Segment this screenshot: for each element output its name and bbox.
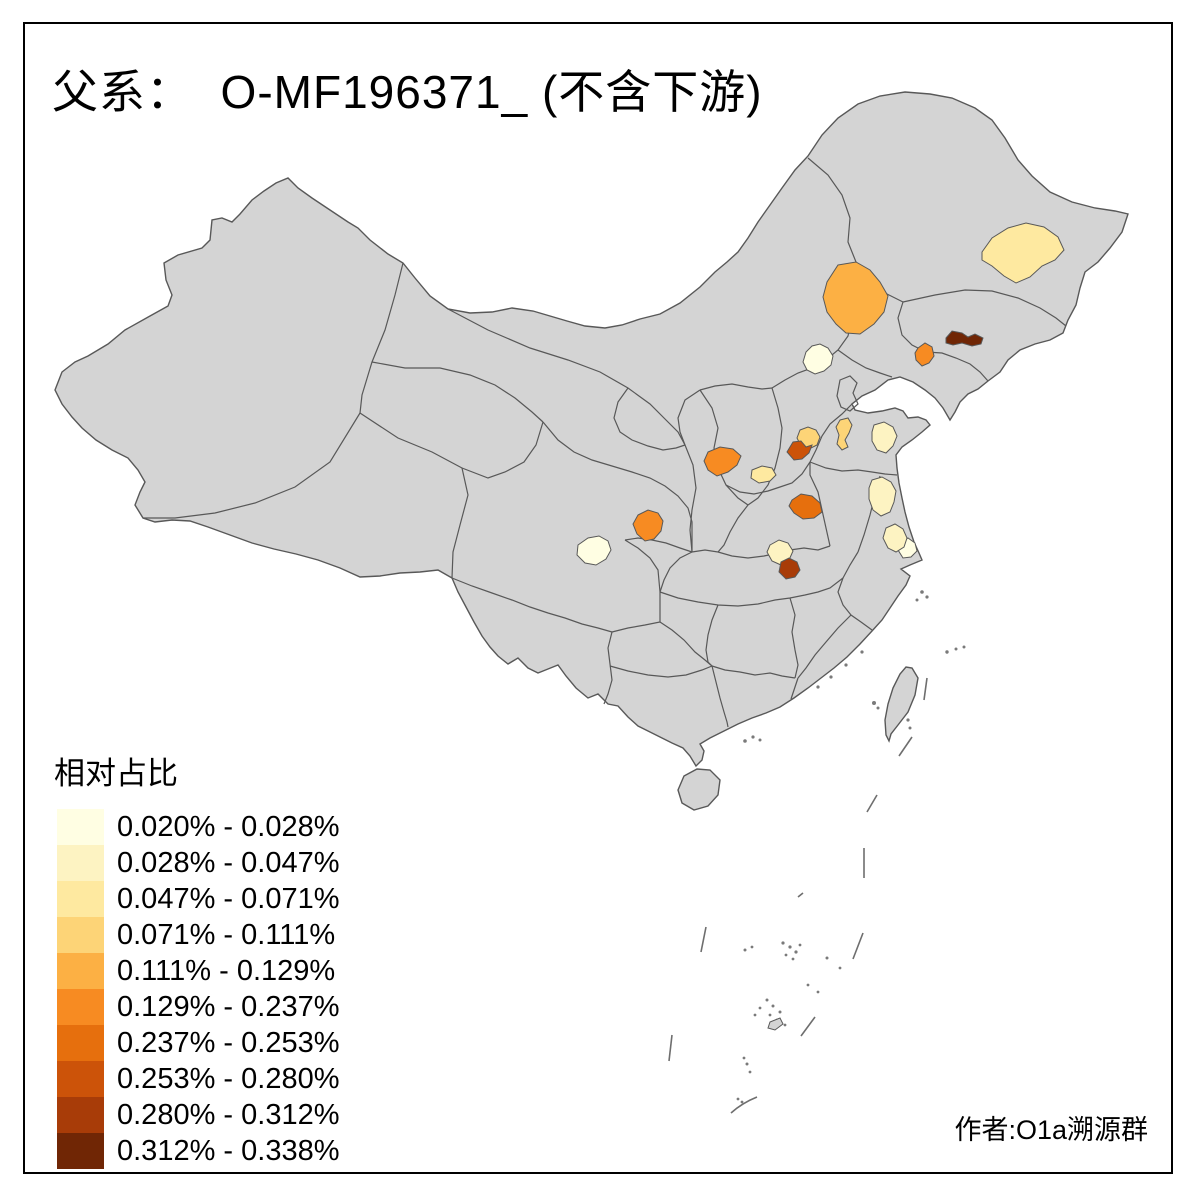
legend-swatch [57, 845, 104, 881]
land-shapes [54, 91, 1129, 811]
mainland-outline [54, 91, 1129, 768]
choropleth-region-11 [835, 417, 853, 451]
legend-row: 0.020% - 0.028% [57, 809, 339, 845]
nine-dash-segment [730, 1096, 758, 1114]
islet-dots [736, 590, 966, 1104]
legend-swatch [57, 917, 104, 953]
choropleth-region-8 [981, 222, 1065, 284]
choropleth-region-16 [788, 493, 823, 520]
choropleth-region-4 [871, 421, 898, 454]
taiwan-island [884, 666, 919, 743]
nine-dash-segment [797, 892, 804, 898]
choropleth-region-2 [802, 343, 834, 375]
nine-dash-segment [700, 926, 707, 953]
legend-swatch [57, 989, 104, 1025]
legend-label: 0.111% - 0.129% [117, 954, 336, 987]
legend-swatch [57, 1061, 104, 1097]
legend-title: 相对占比 [54, 756, 178, 791]
legend-swatch [57, 1133, 104, 1169]
sea-islands-and-dashes [668, 590, 966, 1114]
nine-dash-segment [800, 1016, 816, 1037]
choropleth-regions [576, 222, 1065, 580]
choropleth-region-6 [882, 523, 908, 553]
legend-label: 0.047% - 0.071% [117, 882, 340, 915]
choropleth-region-18 [778, 557, 801, 580]
legend-label: 0.028% - 0.047% [117, 846, 340, 879]
attribution: 作者:O1a溯源群 [954, 1115, 1148, 1145]
legend-label: 0.237% - 0.253% [117, 1026, 340, 1059]
legend-label: 0.129% - 0.237% [117, 990, 340, 1023]
legend-swatch [57, 1097, 104, 1133]
legend-row: 0.028% - 0.047% [57, 845, 339, 881]
legend-row: 0.129% - 0.237% [57, 989, 339, 1025]
choropleth-region-15 [632, 509, 664, 542]
choropleth-region-19 [945, 330, 984, 347]
legend-row: 0.237% - 0.253% [57, 1025, 339, 1061]
choropleth-region-14 [914, 342, 935, 367]
legend-swatch [57, 953, 104, 989]
legend-rows: 0.020% - 0.028% 0.028% - 0.047% 0.047% -… [57, 809, 339, 1169]
legend-row: 0.280% - 0.312% [57, 1097, 339, 1133]
legend-swatch [57, 881, 104, 917]
legend-row: 0.047% - 0.071% [57, 881, 339, 917]
choropleth-region-9 [750, 465, 777, 484]
choropleth-region-17 [786, 440, 813, 461]
legend-swatch [57, 809, 104, 845]
legend-label: 0.020% - 0.028% [117, 810, 340, 843]
nine-dash-segment [852, 932, 864, 960]
page-title: 父系： O-MF196371_ (不含下游) [52, 66, 763, 118]
legend: 相对占比 0.020% - 0.028% 0.028% - 0.047% 0.0… [52, 748, 339, 1169]
legend-row: 0.071% - 0.111% [57, 917, 339, 953]
nine-dash-segment [923, 677, 928, 701]
legend-row: 0.111% - 0.129% [57, 953, 339, 989]
nine-dash-segment [866, 794, 878, 813]
legend-row: 0.312% - 0.338% [57, 1133, 339, 1169]
legend-label: 0.253% - 0.280% [117, 1062, 340, 1095]
choropleth-region-1 [576, 535, 612, 566]
spratly-islet [767, 1017, 784, 1031]
nine-dash-segment [668, 1034, 673, 1062]
choropleth-region-13 [703, 446, 742, 477]
legend-row: 0.253% - 0.280% [57, 1061, 339, 1097]
hainan-island [677, 768, 721, 811]
nine-dash-segment [898, 736, 913, 757]
choropleth-region-12 [822, 261, 889, 335]
province-borders [143, 157, 1067, 728]
legend-swatch [57, 1025, 104, 1061]
legend-label: 0.312% - 0.338% [117, 1134, 340, 1167]
legend-label: 0.280% - 0.312% [117, 1098, 340, 1131]
choropleth-region-5 [868, 476, 897, 517]
legend-label: 0.071% - 0.111% [117, 918, 336, 951]
